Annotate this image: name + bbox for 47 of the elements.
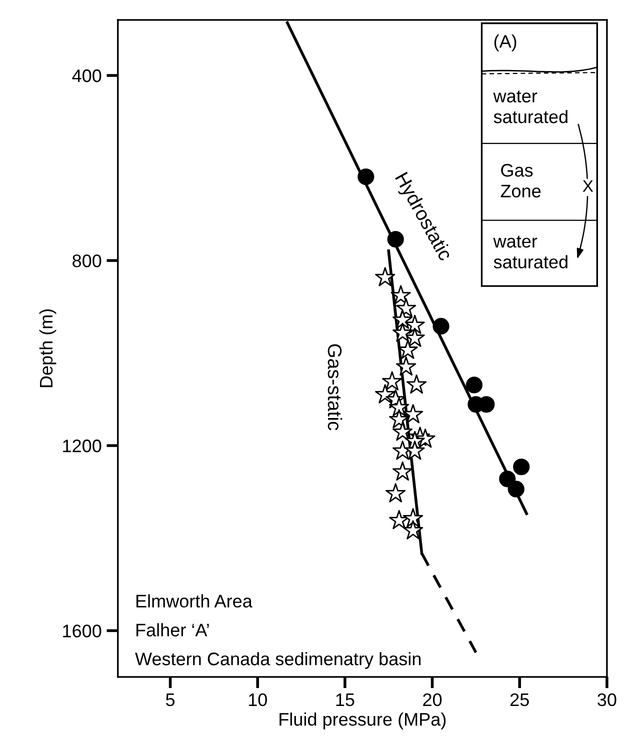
point — [508, 480, 524, 498]
point — [389, 397, 410, 416]
y-tick-label: 800 — [72, 254, 102, 268]
point — [499, 470, 516, 488]
point — [392, 422, 413, 441]
annotation: Falher ‘A’ — [136, 623, 209, 636]
point — [389, 409, 410, 428]
point — [398, 340, 418, 359]
y-axis-title: Depth (m) — [39, 309, 56, 388]
annotation: Gas Zone — [500, 164, 541, 198]
y-tick-label: 1600 — [63, 624, 102, 638]
annotation: (A) — [494, 34, 516, 52]
point — [389, 510, 410, 530]
y-tick-label: 400 — [72, 69, 102, 82]
point — [358, 168, 374, 186]
x-tick-label: 10 — [248, 693, 267, 706]
point — [396, 356, 416, 376]
point — [403, 404, 424, 424]
x-tick-label: 30 — [598, 693, 616, 706]
point — [432, 318, 450, 335]
annotation: Elmworth Area — [136, 594, 252, 608]
annotation: Gas-static — [328, 344, 342, 430]
point — [406, 374, 427, 394]
point — [403, 520, 424, 540]
point — [392, 310, 413, 329]
point — [375, 384, 396, 404]
point — [392, 461, 413, 481]
x-tick-label: 5 — [166, 694, 175, 706]
point — [513, 458, 530, 476]
point — [382, 371, 402, 390]
x-tick-label: 15 — [336, 694, 354, 706]
y-tick-label: 1200 — [63, 440, 102, 452]
point — [404, 440, 425, 460]
x-tick-label: 25 — [510, 693, 529, 706]
annotation: Western Canada sedimenatry basin — [135, 652, 421, 669]
x-tick-label: 20 — [423, 693, 442, 706]
x-axis-title: Fluid pressure (MPa) — [280, 712, 446, 730]
annotation: X — [582, 180, 594, 192]
annotation: water saturated — [493, 236, 568, 268]
point — [386, 483, 406, 502]
annotation: water saturated — [493, 90, 568, 124]
point — [466, 376, 482, 394]
point — [375, 267, 396, 286]
point — [392, 322, 413, 342]
point — [403, 508, 424, 528]
point — [390, 285, 411, 304]
point — [404, 314, 425, 334]
